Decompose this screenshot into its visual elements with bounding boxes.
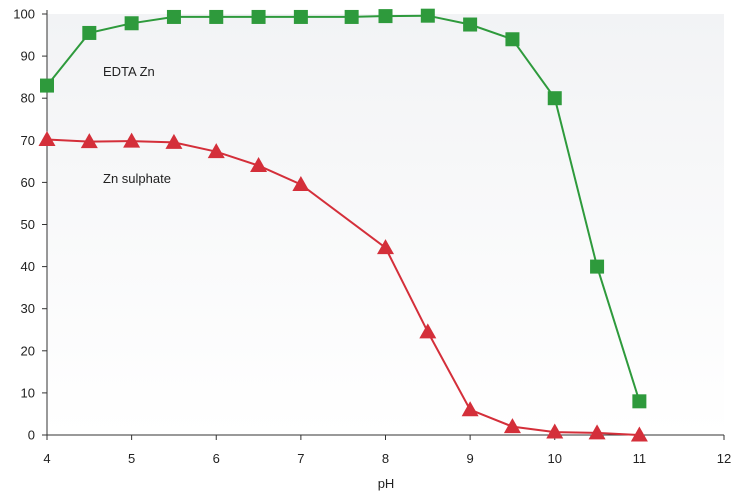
data-point [503, 418, 521, 434]
data-point [378, 9, 393, 24]
x-tick-label: 6 [213, 451, 220, 466]
plot-area [47, 14, 724, 435]
data-point [420, 8, 435, 23]
series-edta-zn [40, 8, 647, 409]
data-point [250, 157, 268, 173]
y-tick-label: 30 [21, 301, 35, 316]
data-point [630, 426, 648, 442]
series-label-zn-sulphate: Zn sulphate [103, 171, 171, 186]
data-point [419, 323, 437, 339]
data-point [293, 9, 308, 24]
data-point [292, 176, 310, 192]
x-axis-title: pH [378, 476, 395, 491]
data-point [40, 78, 54, 93]
y-tick-label: 80 [21, 91, 35, 106]
x-tick-label: 12 [717, 451, 731, 466]
data-point [590, 259, 605, 274]
data-point [546, 423, 564, 439]
data-point [209, 9, 224, 24]
data-point [377, 239, 394, 255]
x-tick-label: 11 [633, 451, 647, 466]
x-tick-label: 4 [43, 451, 50, 466]
data-point [124, 16, 139, 31]
series-layer [38, 8, 648, 442]
data-point [38, 130, 56, 146]
y-tick-label: 90 [21, 49, 35, 64]
y-tick-label: 70 [21, 133, 35, 148]
data-point [166, 9, 181, 24]
data-point [82, 25, 97, 40]
data-point [251, 9, 266, 24]
y-tick-label: 100 [13, 7, 35, 22]
series-label-edta-zn: EDTA Zn [103, 64, 155, 79]
x-tick-label: 5 [128, 451, 135, 466]
y-tick-label: 0 [28, 428, 35, 443]
y-tick-label: 60 [21, 175, 35, 190]
series-zn-sulphate [38, 130, 648, 442]
data-point [123, 132, 141, 148]
y-tick-label: 10 [21, 385, 35, 400]
y-tick-label: 40 [21, 259, 35, 274]
data-point [461, 401, 479, 417]
data-point [80, 133, 98, 149]
x-tick-label: 10 [548, 451, 562, 466]
data-point [588, 424, 606, 440]
data-point [632, 394, 647, 409]
data-point [165, 133, 183, 149]
x-tick-label: 9 [467, 451, 474, 466]
data-point [344, 9, 359, 24]
data-point [463, 17, 478, 32]
data-point [547, 91, 562, 106]
x-tick-label: 7 [297, 451, 304, 466]
series-line-zn-sulphate [46, 138, 640, 436]
data-point [207, 143, 225, 159]
x-tick-label: 8 [382, 451, 389, 466]
y-tick-label: 20 [21, 343, 35, 358]
y-tick-label: 50 [21, 217, 35, 232]
data-point [505, 32, 520, 47]
